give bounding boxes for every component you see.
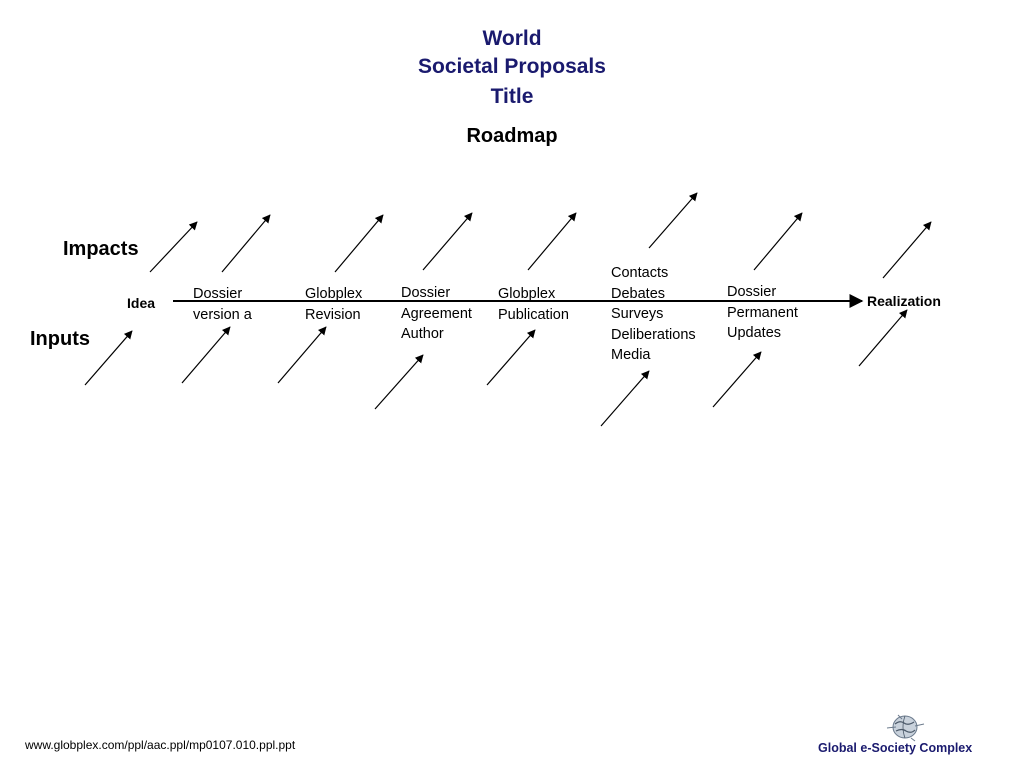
impact-arrow <box>753 212 803 271</box>
input-arrow <box>600 370 650 427</box>
subtitle: Roadmap <box>466 125 558 147</box>
realization-label: Realization <box>867 293 941 309</box>
stage-line: Updates <box>727 325 782 341</box>
impact-arrow <box>334 214 384 273</box>
stage-globplex-publication: Globplex Publication <box>498 284 569 325</box>
input-arrow <box>84 330 133 386</box>
input-arrows <box>84 309 908 427</box>
title-line-1: World <box>482 27 542 50</box>
globe-icon <box>886 714 925 742</box>
stage-line: Dossier <box>401 285 451 301</box>
footer-brand: Global e-Society Complex <box>818 741 973 755</box>
footer-url: www.globplex.com/ppl/aac.ppl/mp0107.010.… <box>25 738 296 752</box>
input-arrow <box>486 329 536 386</box>
stage-dossier-agreement: Dossier Agreement Author <box>401 283 472 345</box>
impact-arrow <box>149 221 198 273</box>
impact-arrow <box>221 214 271 273</box>
impact-arrow <box>648 192 698 249</box>
stage-line: Deliberations <box>611 326 696 343</box>
stage-dossier-updates: Dossier Permanent Updates <box>727 282 798 344</box>
stage-line: Debates <box>611 285 666 302</box>
title-line-2: Societal Proposals <box>418 55 606 78</box>
stage-line: Contacts <box>611 265 669 281</box>
stage-line: Revision <box>305 306 361 323</box>
stage-line: Media <box>611 347 651 363</box>
idea-label: Idea <box>127 295 156 311</box>
stage-globplex-revision: Globplex Revision <box>305 284 362 325</box>
stage-line: Publication <box>498 306 569 323</box>
stage-line: Globplex <box>305 286 363 302</box>
stage-line: Dossier <box>727 284 777 300</box>
stage-line: Agreement <box>401 305 472 322</box>
stage-line: version a <box>193 306 252 323</box>
stage-contacts-debates: Contacts Debates Surveys Deliberations M… <box>611 263 696 366</box>
impacts-label: Impacts <box>63 238 139 260</box>
impact-arrows <box>149 192 932 279</box>
stage-line: Permanent <box>727 304 798 321</box>
stage-line: Globplex <box>498 286 556 302</box>
stage-dossier-version: Dossier version a <box>193 284 252 325</box>
input-arrow <box>712 351 762 408</box>
input-arrow <box>374 354 424 410</box>
impact-arrow <box>422 212 473 271</box>
stage-line: Surveys <box>611 306 664 322</box>
impact-arrow <box>527 212 577 271</box>
input-arrow <box>858 309 908 367</box>
impact-arrow <box>882 221 932 279</box>
stage-line: Author <box>401 326 444 342</box>
inputs-label: Inputs <box>30 328 90 350</box>
input-arrow <box>277 326 327 384</box>
title-line-3: Title <box>490 85 534 108</box>
stage-line: Dossier <box>193 286 243 302</box>
input-arrow <box>181 326 231 384</box>
